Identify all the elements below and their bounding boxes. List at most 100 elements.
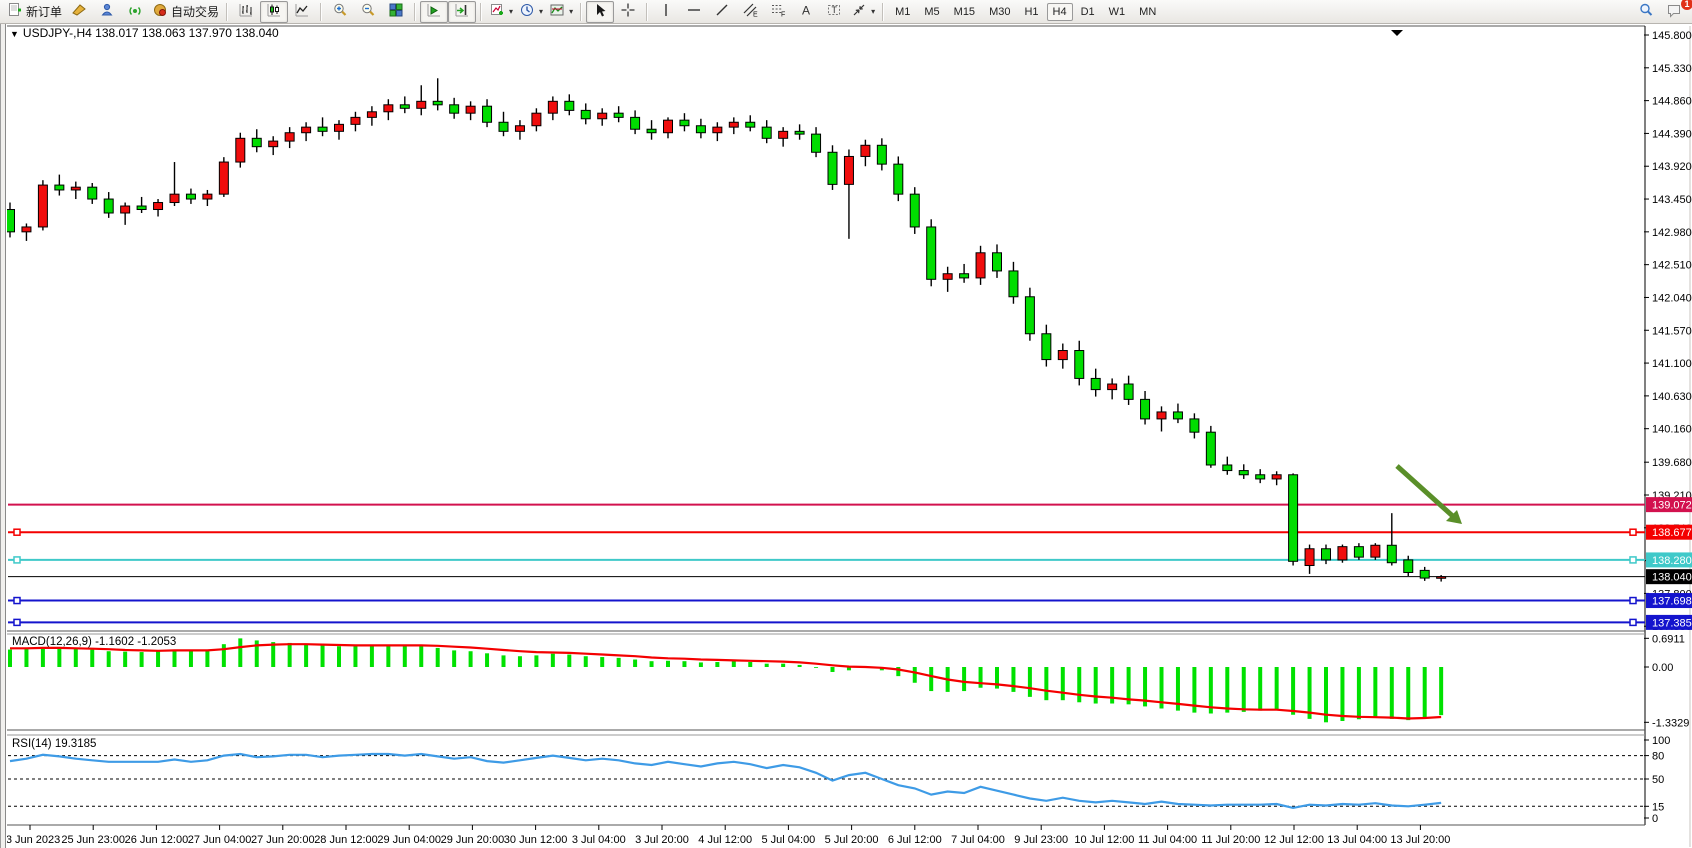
chevron-down-icon: ▾ bbox=[871, 7, 876, 16]
zoom-out-button[interactable] bbox=[354, 1, 382, 23]
svg-text:144.860: 144.860 bbox=[1652, 96, 1692, 108]
bar-chart-icon bbox=[238, 2, 254, 21]
metaeditor-button[interactable] bbox=[65, 1, 93, 23]
market-icon bbox=[99, 2, 115, 21]
svg-text:13 Jul 20:00: 13 Jul 20:00 bbox=[1390, 834, 1450, 846]
svg-text:145.330: 145.330 bbox=[1652, 63, 1692, 75]
chevron-down-icon: ▾ bbox=[569, 7, 574, 16]
svg-text:142.040: 142.040 bbox=[1652, 292, 1692, 304]
text-icon: A bbox=[798, 2, 814, 21]
auto-scroll-icon bbox=[426, 2, 442, 21]
arrows-icon bbox=[851, 2, 867, 21]
svg-text:A: A bbox=[802, 4, 810, 18]
chart-shift-marker-icon[interactable] bbox=[1391, 30, 1403, 36]
fibonacci-button[interactable]: F bbox=[764, 1, 792, 23]
notification-badge: 1 bbox=[1681, 0, 1692, 10]
tab-timeframe-h4[interactable]: H4 bbox=[1046, 2, 1073, 21]
new-order-button[interactable]: 新订单 bbox=[4, 1, 65, 23]
pane-borders bbox=[7, 25, 1691, 847]
svg-text:145.800: 145.800 bbox=[1652, 30, 1692, 42]
crosshair-button[interactable] bbox=[614, 1, 642, 23]
svg-text:3 Jul 20:00: 3 Jul 20:00 bbox=[635, 834, 689, 846]
notifications-button[interactable]: 1 bbox=[1660, 0, 1692, 23]
chart-title: ▼ USDJPY-,H4 138.017 138.063 137.970 138.… bbox=[10, 26, 279, 40]
svg-text:50: 50 bbox=[1652, 774, 1664, 786]
tab-timeframe-m30[interactable]: M30 bbox=[989, 5, 1011, 18]
text-label-icon: T bbox=[826, 2, 842, 21]
tab-timeframe-m15[interactable]: M15 bbox=[953, 5, 976, 18]
tab-timeframe-d1[interactable]: D1 bbox=[1080, 5, 1095, 18]
candles bbox=[5, 78, 1447, 582]
svg-text:11 Jul 04:00: 11 Jul 04:00 bbox=[1138, 834, 1197, 846]
svg-text:28 Jun 12:00: 28 Jun 12:00 bbox=[314, 834, 378, 846]
chevron-down-icon: ▾ bbox=[509, 7, 514, 16]
svg-text:15: 15 bbox=[1652, 801, 1664, 813]
chart-title-text: USDJPY-,H4 138.017 138.063 137.970 138.0… bbox=[22, 26, 279, 40]
svg-text:138.280: 138.280 bbox=[1652, 555, 1692, 567]
svg-text:5 Jul 20:00: 5 Jul 20:00 bbox=[825, 834, 879, 846]
tab-timeframe-h1[interactable]: H1 bbox=[1024, 5, 1039, 18]
window-left-edge bbox=[0, 24, 7, 848]
auto-scroll-button[interactable] bbox=[420, 0, 449, 23]
svg-text:27 Jun 20:00: 27 Jun 20:00 bbox=[251, 834, 315, 846]
trendline-icon bbox=[714, 2, 730, 21]
tab-timeframe-m5[interactable]: M5 bbox=[924, 5, 940, 18]
svg-text:139.072: 139.072 bbox=[1652, 500, 1692, 512]
signals-button[interactable] bbox=[121, 1, 149, 23]
zoom-out-icon bbox=[360, 2, 376, 21]
macd-pane: 0.6911 0.00 -1.3329 bbox=[8, 633, 1689, 729]
chart-shift-button[interactable] bbox=[448, 0, 477, 23]
templates-button[interactable]: ▾ bbox=[546, 1, 576, 23]
horizontal-lines[interactable] bbox=[8, 503, 1645, 627]
price-axis: 145.800 145.330 144.860 144.390 143.920 143.4… bbox=[1644, 30, 1692, 633]
svg-text:9 Jul 23:00: 9 Jul 23:00 bbox=[1014, 834, 1068, 846]
search-icon bbox=[1638, 2, 1654, 21]
tab-timeframe-w1[interactable]: W1 bbox=[1108, 5, 1126, 18]
autotrade-label: 自动交易 bbox=[171, 5, 220, 19]
tab-timeframe-m1[interactable]: M1 bbox=[895, 5, 911, 18]
svg-text:80: 80 bbox=[1652, 751, 1664, 763]
svg-text:5 Jul 04:00: 5 Jul 04:00 bbox=[761, 834, 815, 846]
svg-text:138.040: 138.040 bbox=[1652, 572, 1692, 584]
date-axis: 23 Jun 2023 25 Jun 23:00 26 Jun 12:00 27 Ju… bbox=[0, 825, 1450, 846]
svg-text:0.6911: 0.6911 bbox=[1652, 633, 1685, 645]
svg-text:T: T bbox=[832, 5, 838, 15]
horizontal-line-button[interactable] bbox=[680, 1, 708, 23]
autotrade-button[interactable]: 自动交易 bbox=[149, 1, 222, 23]
channel-button[interactable]: E bbox=[736, 1, 764, 23]
svg-text:138.677: 138.677 bbox=[1652, 527, 1692, 539]
tile-windows-button[interactable] bbox=[382, 1, 410, 23]
svg-text:10 Jul 12:00: 10 Jul 12:00 bbox=[1074, 834, 1134, 846]
price-line-labels: 139.072 138.677 138.280 138.040 137.698 137.3… bbox=[1646, 497, 1692, 630]
arrows-button[interactable]: ▾ bbox=[848, 1, 878, 23]
annotation-arrow[interactable] bbox=[1395, 464, 1462, 524]
line-chart-icon bbox=[294, 2, 310, 21]
chart-window: ▼ USDJPY-,H4 138.017 138.063 137.970 138.… bbox=[0, 24, 1692, 848]
candlestick-chart-button[interactable] bbox=[260, 0, 289, 23]
search-button[interactable] bbox=[1632, 1, 1660, 23]
svg-text:141.100: 141.100 bbox=[1652, 358, 1692, 370]
crosshair-icon bbox=[620, 2, 636, 21]
trendline-button[interactable] bbox=[708, 1, 736, 23]
indicators-button[interactable]: ▾ bbox=[486, 1, 516, 23]
periods-button[interactable]: ▾ bbox=[516, 1, 546, 23]
text-label-button[interactable]: T bbox=[820, 1, 848, 23]
vertical-line-button[interactable] bbox=[652, 1, 680, 23]
horizontal-line-icon bbox=[686, 2, 702, 21]
svg-text:-1.3329: -1.3329 bbox=[1652, 717, 1689, 729]
new-order-label: 新订单 bbox=[26, 5, 63, 19]
svg-text:100: 100 bbox=[1652, 735, 1670, 747]
timeframe-group: M1 M5 M15 M30 H1 H4 D1 W1 MN bbox=[888, 1, 1163, 23]
svg-text:137.698: 137.698 bbox=[1652, 596, 1692, 608]
market-button[interactable] bbox=[93, 1, 121, 23]
zoom-in-button[interactable] bbox=[326, 1, 354, 23]
svg-text:25 Jun 23:00: 25 Jun 23:00 bbox=[61, 834, 125, 846]
cursor-button[interactable] bbox=[586, 0, 615, 23]
text-button[interactable]: A bbox=[792, 1, 820, 23]
autotrade-robot-icon bbox=[152, 2, 168, 21]
tab-timeframe-mn[interactable]: MN bbox=[1139, 5, 1157, 18]
svg-text:E: E bbox=[753, 12, 758, 19]
bar-chart-button[interactable] bbox=[232, 1, 260, 23]
line-chart-button[interactable] bbox=[288, 1, 316, 23]
svg-text:140.160: 140.160 bbox=[1652, 424, 1692, 436]
